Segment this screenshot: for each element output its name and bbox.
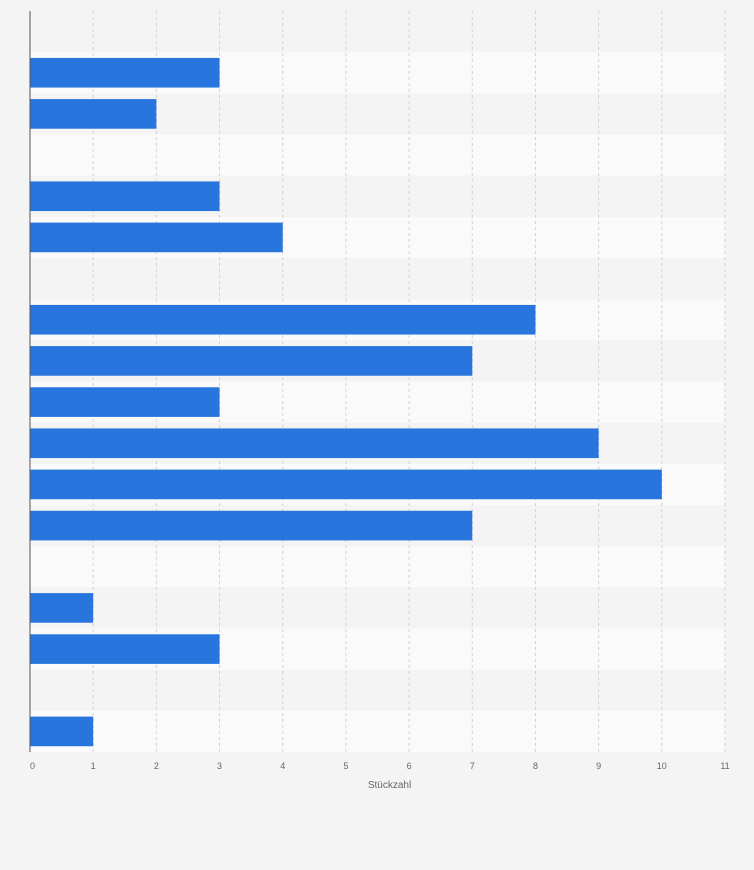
row-stripe [30,710,725,752]
x-tick-label: 6 [407,761,412,771]
x-tick-label: 10 [657,761,667,771]
x-tick-label: 7 [470,761,475,771]
bar [30,634,220,664]
bar [30,716,94,747]
bar [30,181,220,212]
row-stripe [30,669,725,711]
bar [30,387,220,417]
x-tick-label: 9 [596,761,601,771]
bar [30,57,220,88]
row-stripe [30,587,725,629]
bars [30,57,662,747]
bar [30,428,599,459]
bar [30,469,662,500]
bar [30,593,94,623]
x-axis-title: Stückzahl [368,780,411,791]
x-tick-label: 8 [533,761,538,771]
row-stripe [30,134,725,176]
bar [30,222,283,253]
bar [30,99,157,129]
x-tick-label: 3 [217,761,222,771]
bar [30,510,473,541]
x-tick-label: 4 [280,761,285,771]
row-stripe [30,11,725,53]
row-stripe [30,258,725,300]
row-stripe [30,546,725,588]
x-tick-label: 11 [720,761,729,771]
x-tick-label: 0 [30,761,35,771]
bar [30,304,536,335]
x-tick-label: 2 [154,761,159,771]
x-tick-label: 1 [91,761,96,771]
bar [30,346,473,376]
x-tick-label: 5 [343,761,348,771]
x-tick-labels: 0 1 2 3 4 5 6 7 8 9 10 11 [30,761,730,771]
